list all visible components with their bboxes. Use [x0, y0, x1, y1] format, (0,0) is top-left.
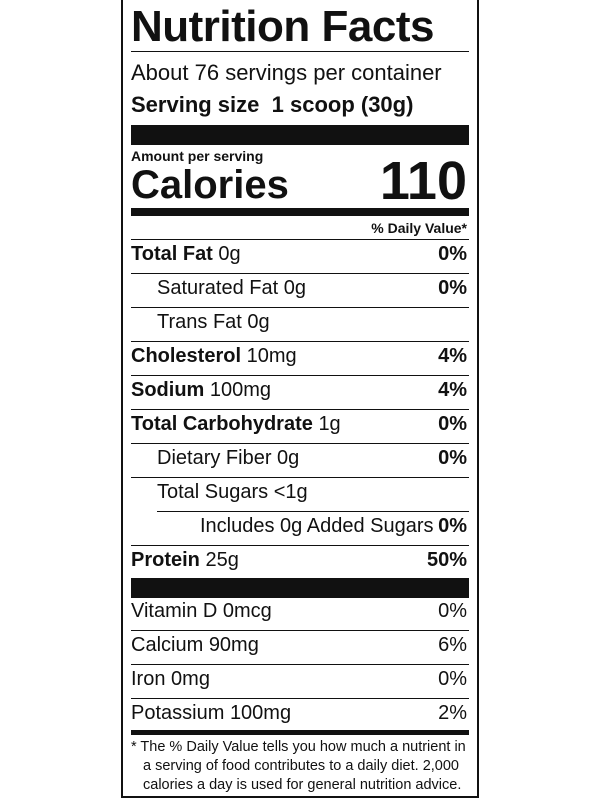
thick-bar	[131, 578, 469, 598]
nutrient-name-text: Total Fat	[131, 243, 213, 265]
nutrient-name: Total Carbohydrate 1g	[131, 413, 341, 436]
nutrient-name-text: Total Carbohydrate	[131, 413, 313, 435]
rule	[131, 409, 469, 410]
nutrient-amount: 1g	[318, 413, 341, 435]
vitamin-amount: 90mg	[208, 634, 259, 656]
daily-value: 0%	[438, 413, 467, 435]
nutrient-name-text: Dietary Fiber	[157, 447, 272, 469]
nutrition-label: Nutrition Facts About 76 servings per co…	[121, 0, 479, 798]
nutrient-name: Total Sugars <1g	[157, 481, 308, 504]
daily-value: 0%	[438, 243, 467, 265]
vitamin-amount: 0mcg	[222, 600, 272, 622]
medium-bar	[131, 208, 469, 216]
nutrient-amount: 0g	[283, 277, 306, 299]
footnote-line: calories a day is used for general nutri…	[143, 777, 462, 793]
nutrient-name: Saturated Fat 0g	[157, 277, 306, 300]
nutrient-name: Sodium 100mg	[131, 379, 271, 402]
vitamin-amount: 0mg	[171, 668, 210, 690]
daily-value: 50%	[426, 549, 467, 571]
rule	[131, 51, 469, 52]
calories-value: 110	[379, 151, 467, 211]
daily-value: 0%	[438, 277, 467, 299]
servings: About 76 servings per container	[131, 60, 442, 85]
calories-label: Calories	[131, 163, 289, 207]
rule	[131, 664, 469, 665]
vitamin-name: Calcium	[131, 634, 204, 656]
vitamin-name: Calcium 90mg	[131, 634, 259, 657]
rule	[131, 239, 469, 240]
vitamin-name: Potassium 100mg	[131, 702, 291, 725]
vitamin-name: Iron 0mg	[131, 668, 210, 691]
title: Nutrition Facts	[131, 2, 434, 51]
footnote-line: a serving of food contributes to a daily…	[143, 758, 459, 774]
daily-value: 0%	[438, 600, 467, 622]
daily-value: 4%	[438, 379, 467, 401]
vitamin-name: Vitamin D 0mcg	[131, 600, 272, 623]
amount-label: Amount per serving	[131, 148, 264, 164]
medium-bar	[131, 730, 469, 735]
nutrient-amount: 10mg	[246, 345, 297, 367]
daily-value: 0%	[438, 515, 467, 537]
nutrient-amount: <1g	[273, 481, 308, 503]
vitamin-name: Vitamin D	[131, 600, 218, 622]
nutrient-name-text: Saturated Fat	[157, 277, 279, 299]
rule	[157, 511, 469, 512]
nutrient-name: Dietary Fiber 0g	[157, 447, 299, 470]
thick-bar	[131, 125, 469, 145]
daily-value: 0%	[438, 447, 467, 469]
daily-value-header: % Daily Value*	[371, 220, 467, 236]
nutrient-amount: 0g	[218, 243, 241, 265]
nutrient-name: Trans Fat 0g	[157, 311, 270, 334]
nutrient-name-text: Includes 0g Added Sugars	[200, 515, 434, 537]
rule	[131, 443, 469, 444]
rule	[131, 307, 469, 308]
nutrient-name-text: Cholesterol	[131, 345, 242, 367]
nutrient-name-text: Trans Fat	[157, 311, 242, 333]
rule	[131, 630, 469, 631]
daily-value: 6%	[438, 634, 467, 656]
nutrient-name: Total Fat 0g	[131, 243, 241, 266]
rule	[131, 477, 469, 478]
serving-size-value: 1 scoop (30g)	[271, 92, 414, 117]
rule	[131, 273, 469, 274]
rule	[131, 545, 469, 546]
nutrient-name: Cholesterol 10mg	[131, 345, 297, 368]
footnote-line: * The % Daily Value tells you how much a…	[131, 739, 466, 755]
serving-size: Serving size 1 scoop (30g)	[131, 92, 413, 118]
nutrient-name-text: Total Sugars	[157, 481, 269, 503]
nutrient-amount: 0g	[247, 311, 270, 333]
nutrient-name-text: Protein	[131, 549, 200, 571]
nutrient-amount: 25g	[205, 549, 239, 571]
rule	[131, 375, 469, 376]
daily-value: 2%	[438, 702, 467, 724]
vitamin-name: Potassium	[131, 702, 225, 724]
nutrient-amount: 0g	[277, 447, 300, 469]
vitamin-amount: 100mg	[229, 702, 292, 724]
nutrient-name-text: Sodium	[131, 379, 205, 401]
rule	[131, 341, 469, 342]
nutrient-name: Includes 0g Added Sugars	[200, 515, 434, 538]
serving-size-label: Serving size	[131, 92, 260, 117]
nutrient-amount: 100mg	[209, 379, 272, 401]
daily-value: 4%	[438, 345, 467, 367]
vitamin-name: Iron	[131, 668, 166, 690]
daily-value: 0%	[438, 668, 467, 690]
rule	[131, 698, 469, 699]
nutrient-name: Protein 25g	[131, 549, 239, 572]
